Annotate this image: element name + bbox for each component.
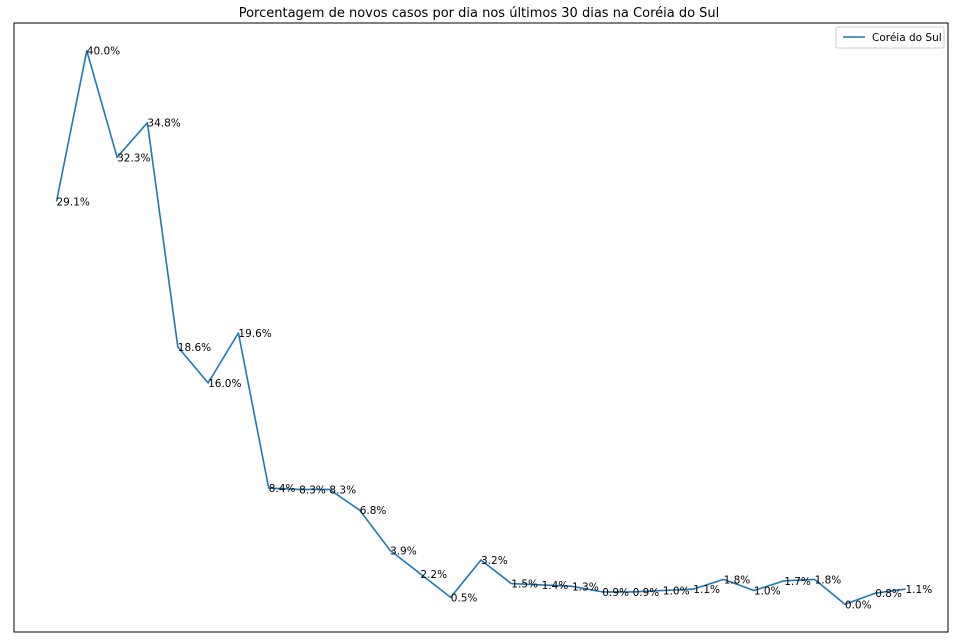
data-label: 34.8% <box>147 118 180 130</box>
data-label: 32.3% <box>117 152 150 164</box>
data-label: 8.3% <box>329 484 356 496</box>
data-label: 1.8% <box>724 574 751 586</box>
series-line-coreia-do-sul <box>55 49 906 606</box>
data-label: 1.1% <box>906 584 933 596</box>
data-label: 1.0% <box>663 586 690 598</box>
data-label: 3.2% <box>481 555 508 567</box>
data-label: 29.1% <box>57 197 90 209</box>
data-label: 8.4% <box>269 483 296 495</box>
data-labels: 29.1%40.0%32.3%34.8%18.6%16.0%19.6%8.4% 8… <box>57 46 933 612</box>
data-label: 6.8% <box>360 505 387 517</box>
legend-box <box>835 26 945 49</box>
data-label: 1.4% <box>542 580 569 592</box>
legend-label: Coréia do Sul <box>872 32 942 44</box>
data-label: 1.3% <box>572 581 599 593</box>
data-label: 1.7% <box>784 576 811 588</box>
data-label: 18.6% <box>178 342 211 354</box>
data-label: 40.0% <box>87 46 120 58</box>
plot-area <box>13 22 949 633</box>
data-label: 8.3% <box>299 484 326 496</box>
legend: Coréia do Sul <box>835 26 945 49</box>
data-label: 19.6% <box>238 328 271 340</box>
data-label: 16.0% <box>208 378 241 390</box>
data-label: 1.0% <box>754 586 781 598</box>
data-label: 0.0% <box>845 599 872 611</box>
data-label: 0.9% <box>633 587 660 599</box>
data-label: 1.8% <box>815 574 842 586</box>
data-label: 3.9% <box>390 545 417 557</box>
chart-title: Porcentagem de novos casos por dia nos ú… <box>239 6 720 21</box>
data-label: 0.5% <box>451 592 478 604</box>
data-label: 1.5% <box>511 579 538 591</box>
data-label: 1.1% <box>693 584 720 596</box>
data-label: 0.9% <box>602 587 629 599</box>
data-label: 2.2% <box>420 569 447 581</box>
data-label: 0.8% <box>875 588 902 600</box>
series-layer <box>55 49 906 606</box>
